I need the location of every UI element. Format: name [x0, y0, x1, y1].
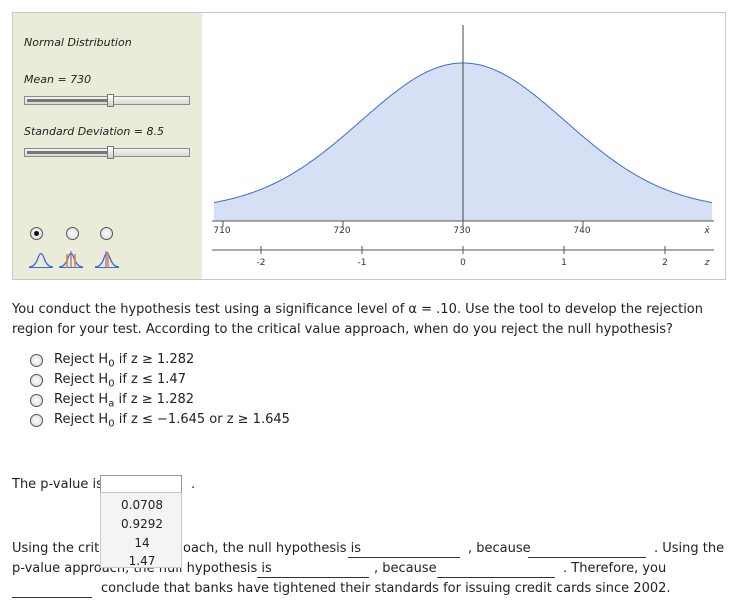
option-2-label: Reject H0 if z ≤ 1.47	[54, 372, 186, 390]
z-axis-tick-label: 2	[662, 258, 668, 268]
mean-label: Mean = 730	[24, 73, 92, 86]
conclusion-line1-mid: oach, the null hypothesis is	[183, 541, 362, 556]
rejection-region-icon[interactable]	[58, 248, 84, 270]
conclusion-line3: conclude that banks have tightened their…	[101, 581, 671, 596]
x-axis-end-label: x̄	[703, 226, 710, 236]
option-3-label: Reject Ha if z ≥ 1.282	[54, 392, 195, 410]
conclusion-line2-start: p-value approach, the null hypothesis is	[12, 561, 272, 576]
option-2-radio[interactable]	[30, 374, 43, 387]
critical-decision-select[interactable]	[348, 556, 460, 558]
z-axis-tick-label: -1	[358, 258, 367, 268]
x-axis-tick-label: 740	[573, 226, 590, 236]
distribution-plot: 710 720 730 740 x̄ -2 -1 0 1 2 z	[212, 25, 714, 268]
option-4-radio[interactable]	[30, 414, 43, 427]
option-1-label: Reject H0 if z ≥ 1.282	[54, 352, 195, 370]
x-axis-tick-label: 730	[453, 226, 470, 236]
dropdown-option[interactable]: 14	[134, 536, 150, 550]
conclusion-line1-start: Using the critic	[12, 541, 110, 556]
conclusion-line2-end: . Therefore, you	[563, 561, 667, 576]
mean-slider-fill	[27, 99, 112, 102]
question-text: You conduct the hypothesis test using a …	[12, 302, 703, 337]
x-axis-tick-label: 720	[333, 226, 350, 236]
z-axis-tick-label: -2	[257, 258, 266, 268]
dropdown-option[interactable]: 1.47	[128, 554, 156, 568]
mean-slider-thumb[interactable]	[107, 94, 115, 107]
conclusion-line1-end: . Using the	[654, 541, 725, 556]
final-conclusion-select[interactable]	[12, 596, 92, 598]
conclusion-line2-because: , because	[374, 561, 437, 576]
z-axis-tick-label: 0	[460, 258, 466, 268]
mean-slider[interactable]	[24, 96, 190, 105]
upper-tail-radio[interactable]	[100, 227, 113, 240]
option-3-radio[interactable]	[30, 394, 43, 407]
dropdown-option[interactable]: 0.0708	[121, 498, 163, 512]
pvalue-dropdown-list[interactable]: 0.0708 0.9292 14 1.47	[100, 492, 182, 568]
pvalue-select[interactable]	[100, 475, 182, 493]
sd-label: Standard Deviation = 8.5	[24, 125, 165, 138]
x-axis-tick-label: 710	[213, 226, 230, 236]
applet-title: Normal Distribution	[24, 36, 132, 49]
sd-slider-thumb[interactable]	[107, 146, 115, 159]
sd-slider[interactable]	[24, 148, 190, 157]
sd-slider-fill	[27, 151, 112, 154]
dropdown-option[interactable]: 0.9292	[121, 517, 163, 531]
pvalue-reason-select[interactable]	[437, 576, 555, 578]
two-tail-radio[interactable]	[30, 227, 43, 240]
conclusion-line1-because: , because	[468, 541, 531, 556]
option-1-radio[interactable]	[30, 354, 43, 367]
pvalue-label: The p-value is	[12, 477, 103, 492]
z-axis-tick-label: 1	[561, 258, 567, 268]
normal-curve-icon[interactable]	[28, 248, 54, 270]
p-value-icon[interactable]	[94, 248, 120, 270]
z-axis-end-label: z	[704, 258, 710, 268]
critical-reason-select[interactable]	[528, 556, 646, 558]
lower-tail-radio[interactable]	[66, 227, 79, 240]
pvalue-period: .	[191, 477, 196, 492]
option-4-label: Reject H0 if z ≤ −1.645 or z ≥ 1.645	[54, 412, 290, 430]
pvalue-decision-select[interactable]	[257, 576, 369, 578]
